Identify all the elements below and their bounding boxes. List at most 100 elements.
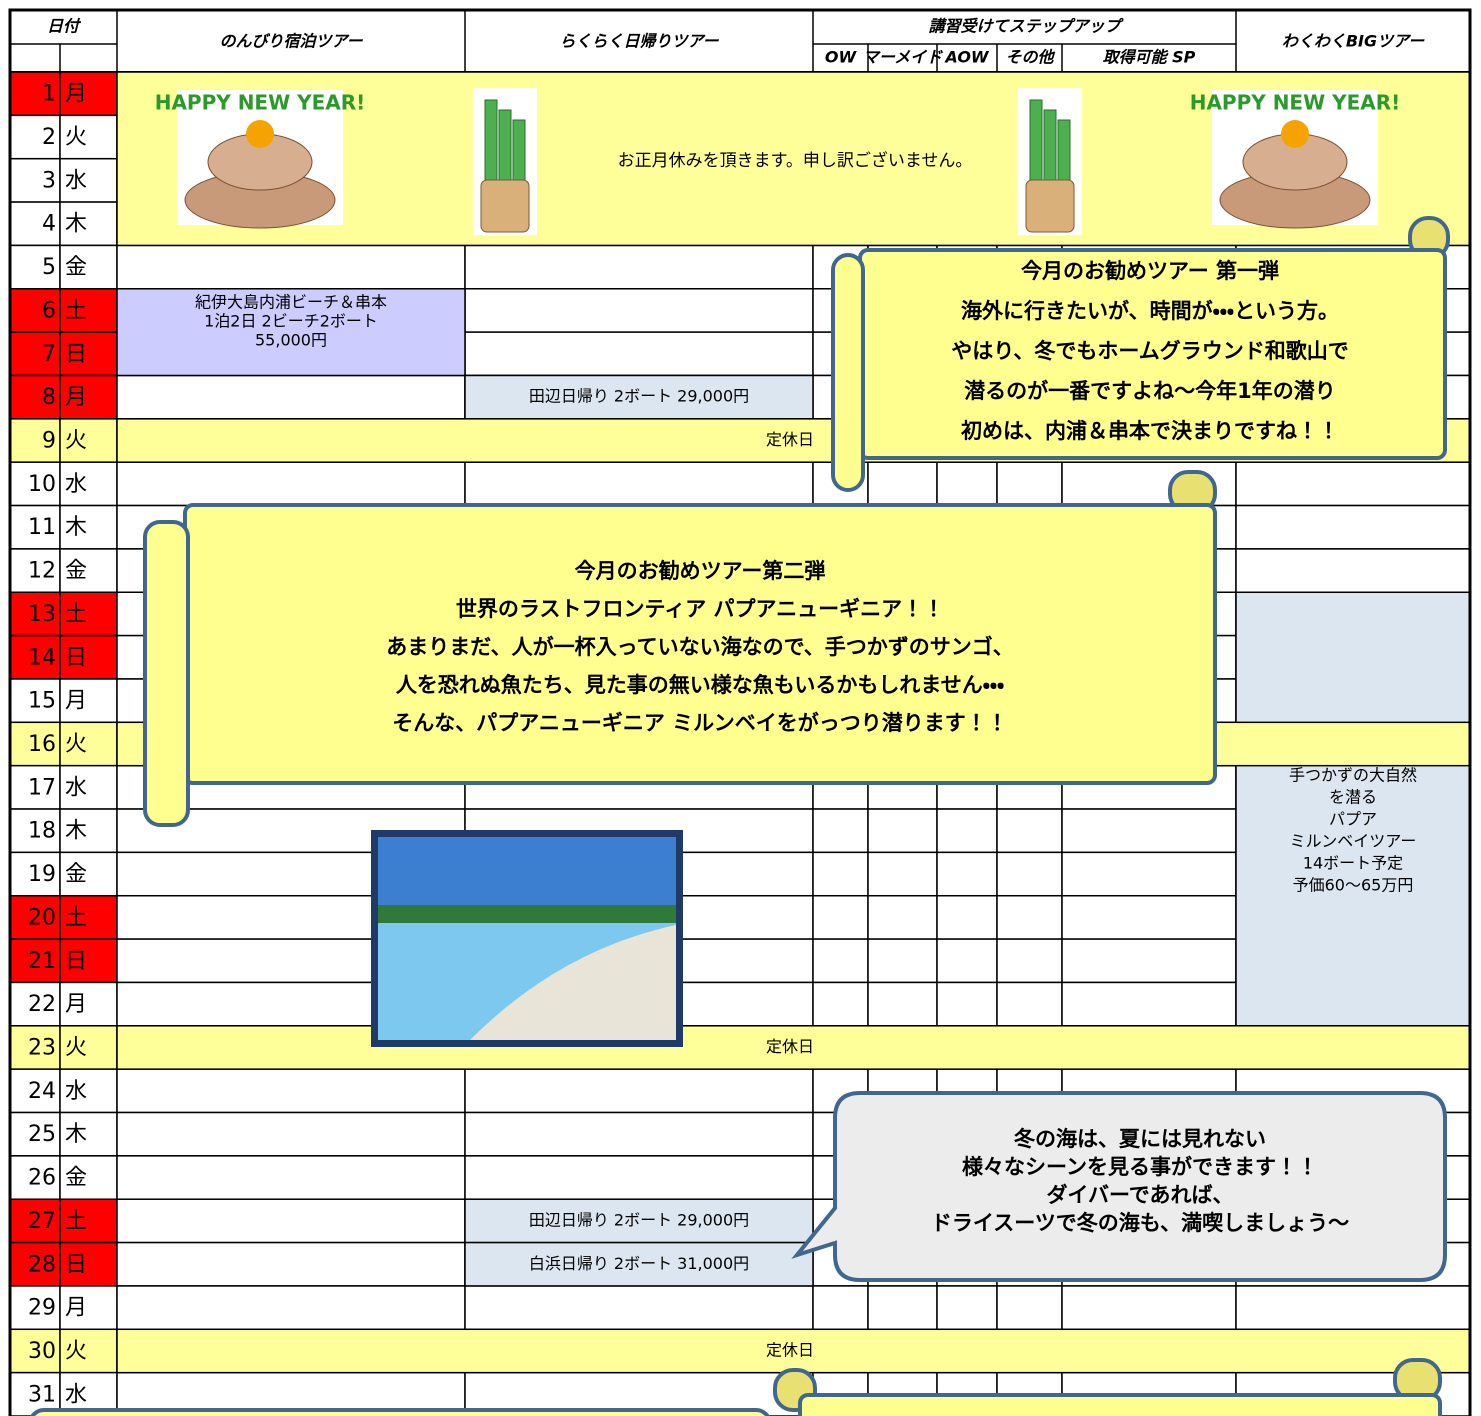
- day-number: 3: [42, 168, 56, 193]
- weekday: 月: [65, 82, 87, 107]
- cell: [464, 244, 814, 290]
- weekday-cell: [59, 1241, 118, 1287]
- cell: [867, 981, 938, 1027]
- weekday-cell: [59, 634, 118, 680]
- cell: [812, 981, 869, 1027]
- event-text: を潜る: [1329, 788, 1377, 807]
- day-number: 6: [42, 298, 56, 323]
- cell: [1235, 1285, 1471, 1331]
- cell: [1235, 548, 1471, 594]
- callout-text: 様々なシーンを見る事ができます！！: [962, 1155, 1318, 1179]
- day-number: 4: [42, 212, 56, 237]
- day-number: 12: [28, 559, 56, 584]
- header-date: 日付: [47, 17, 82, 36]
- cell: [812, 938, 869, 984]
- day-number: 27: [28, 1209, 56, 1234]
- date-cell: [9, 244, 61, 290]
- cell: [116, 461, 466, 507]
- cell: [936, 938, 998, 984]
- cell: [867, 1285, 938, 1331]
- cell: [812, 894, 869, 940]
- weekday: 火: [65, 1035, 87, 1060]
- weekday: 水: [65, 1382, 87, 1407]
- weekday: 火: [65, 429, 87, 454]
- day-number: 2: [42, 125, 56, 150]
- subcolumn-title: OW: [825, 48, 858, 67]
- cell: [1235, 504, 1471, 550]
- weekday-cell: [59, 114, 118, 160]
- cell: [1235, 461, 1471, 507]
- scroll-body: [30, 1408, 770, 1416]
- day-number: 26: [28, 1166, 56, 1191]
- cell: [996, 808, 1063, 854]
- day-number: 25: [28, 1122, 56, 1147]
- callout-text: 今月のお勧めツアー 第一弾: [1021, 259, 1279, 283]
- day-number: 16: [28, 732, 56, 757]
- cell: [1061, 1285, 1237, 1331]
- weekday: 金: [65, 255, 87, 280]
- image-text: HAPPY NEW YEAR!: [155, 91, 366, 115]
- cell: [116, 1111, 466, 1157]
- weekday: 木: [65, 1122, 87, 1147]
- bamboo: [1029, 99, 1043, 191]
- cell: [867, 938, 938, 984]
- callout-text: あまりまだ、人が一杯入っていない海なので、手つかずのサンゴ、: [386, 635, 1013, 659]
- event-text: 白浜日帰り 2ボート 31,000円: [529, 1254, 749, 1273]
- event-text: 予価60～65万円: [1293, 876, 1414, 895]
- day-number: 1: [42, 82, 56, 107]
- header-bg: [9, 9, 1471, 73]
- event-text: パプア: [1329, 810, 1377, 829]
- weekday: 木: [65, 212, 87, 237]
- weekday-cell: [59, 288, 118, 333]
- day-number: 22: [28, 992, 56, 1017]
- pot: [1025, 179, 1075, 233]
- cell: [867, 808, 938, 854]
- beach-trees: [378, 905, 676, 923]
- cell: [996, 894, 1063, 940]
- cell: [116, 374, 466, 420]
- cell: [867, 894, 938, 940]
- column-title: わくわくBIGツアー: [1282, 32, 1425, 51]
- speech-bubble: [791, 1091, 1447, 1282]
- cell: [464, 288, 814, 333]
- beach-sand: [470, 925, 676, 1040]
- weekday: 土: [65, 602, 87, 627]
- subcolumn-title: 取得可能 SP: [1103, 48, 1196, 67]
- weekday: 木: [65, 819, 87, 844]
- weekday-cell: [59, 981, 118, 1027]
- callout-text: 世界のラストフロンティア パプアニューギニア！！: [456, 597, 944, 621]
- weekday: 日: [65, 1252, 87, 1277]
- weekday: 水: [65, 1079, 87, 1104]
- callout-text: そんな、パプアニューギニア ミルンベイをがっつり潜ります！！: [392, 711, 1007, 735]
- callout-text: 今月のお勧めツアー第二弾: [575, 559, 826, 583]
- cell: [936, 894, 998, 940]
- cell: [116, 244, 466, 290]
- weekday-cell: [59, 157, 118, 203]
- closed-label: 定休日: [766, 430, 814, 449]
- day-number: 20: [28, 905, 56, 930]
- cell: [936, 981, 998, 1027]
- image-text: HAPPY NEW YEAR!: [1190, 91, 1401, 115]
- day-number: 8: [42, 385, 56, 410]
- callout-text: ダイバーであれば、: [1046, 1183, 1233, 1207]
- event-text: 手つかずの大自然: [1289, 766, 1417, 785]
- tour-event: [1235, 591, 1471, 1027]
- orange: [246, 120, 274, 148]
- day-number: 5: [42, 255, 56, 280]
- tour-event: [464, 1241, 814, 1287]
- weekday: 月: [65, 385, 87, 410]
- weekday-cell: [59, 721, 118, 767]
- weekday-cell: [59, 331, 118, 377]
- event-text: 田辺日帰り 2ボート 29,000円: [529, 1210, 749, 1229]
- column-title: らくらく日帰りツアー: [559, 32, 719, 51]
- cell: [996, 938, 1063, 984]
- cell: [867, 461, 938, 507]
- callout-text: やはり、冬でもホームグラウンド和歌山で: [951, 339, 1349, 363]
- weekday-cell: [59, 851, 118, 897]
- closed-label: 定休日: [766, 1037, 814, 1056]
- callout-text: 人を恐れぬ魚たち、見た事の無い様な魚もいるかもしれません・・・: [395, 673, 1004, 697]
- bamboo: [484, 99, 498, 191]
- weekday-cell: [59, 418, 118, 463]
- date-cell: [9, 894, 61, 940]
